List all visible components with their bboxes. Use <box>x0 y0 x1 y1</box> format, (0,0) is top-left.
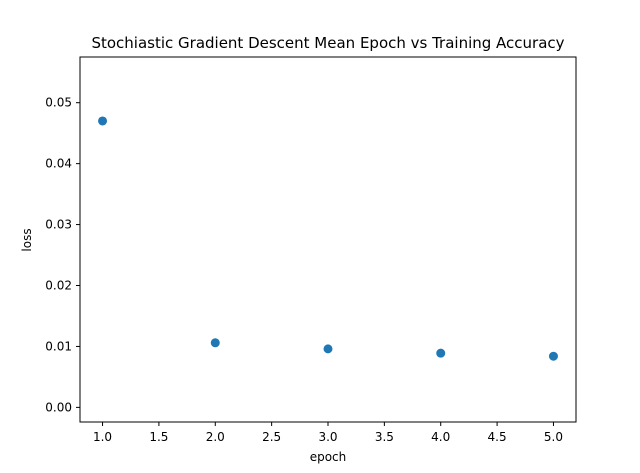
y-tick-label: 0.04 <box>45 157 72 171</box>
y-axis-label: loss <box>20 228 34 251</box>
x-tick-label: 2.5 <box>262 430 281 444</box>
data-point <box>98 116 108 126</box>
y-tick-label: 0.02 <box>45 279 72 293</box>
y-tick-label: 0.00 <box>45 400 72 414</box>
y-tick-label: 0.05 <box>45 96 72 110</box>
data-point <box>548 351 558 361</box>
y-tick-label: 0.01 <box>45 339 72 353</box>
x-tick-label: 2.0 <box>206 430 225 444</box>
x-axis: 1.0 1.5 2.0 2.5 3.0 3.5 4.0 4.5 5.0 <box>93 422 563 444</box>
data-points <box>98 116 558 361</box>
y-axis: 0.00 0.01 0.02 0.03 0.04 0.05 <box>45 96 80 414</box>
plot-area: 1.0 1.5 2.0 2.5 3.0 3.5 4.0 4.5 5.0 0.00 0.01 0.02… <box>45 56 577 444</box>
x-axis-label: epoch <box>310 450 347 464</box>
chart-title: Stochiastic Gradient Descent Mean Epoch … <box>91 34 564 52</box>
x-tick-label: 5.0 <box>544 430 563 444</box>
x-tick-label: 1.0 <box>93 430 112 444</box>
x-tick-label: 1.5 <box>149 430 168 444</box>
y-tick-label: 0.03 <box>45 218 72 232</box>
data-point <box>323 344 333 354</box>
data-point <box>436 348 446 358</box>
x-tick-label: 4.0 <box>431 430 450 444</box>
x-tick-label: 4.5 <box>488 430 507 444</box>
data-point <box>210 338 220 348</box>
x-tick-label: 3.5 <box>375 430 394 444</box>
x-tick-label: 3.0 <box>318 430 337 444</box>
